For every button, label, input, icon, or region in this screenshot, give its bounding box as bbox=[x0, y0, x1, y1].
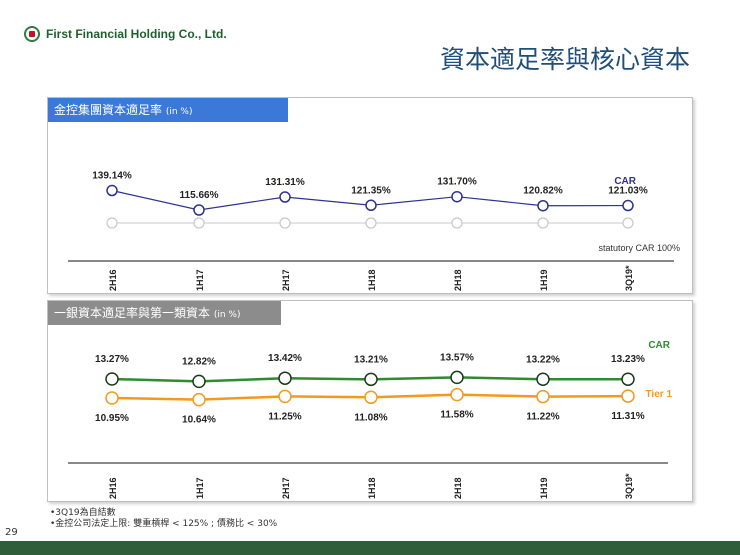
bottom-bar bbox=[0, 541, 740, 555]
car-point bbox=[537, 199, 549, 212]
car-data-label: 115.66% bbox=[180, 190, 219, 201]
car-point bbox=[621, 372, 635, 386]
tier1-data-label: 10.95% bbox=[95, 413, 129, 424]
car-point bbox=[193, 204, 205, 216]
page-title: 資本適足率與核心資本 bbox=[439, 45, 690, 74]
tier1-point bbox=[364, 390, 378, 405]
car-point bbox=[622, 199, 634, 212]
x-tick-label: 2H18 bbox=[453, 269, 463, 291]
car-point bbox=[536, 372, 550, 387]
car-data-label: 13.22% bbox=[526, 354, 560, 365]
car-data-label: 13.23% bbox=[611, 354, 645, 365]
statutory-point bbox=[106, 217, 118, 229]
statutory-point bbox=[537, 217, 549, 229]
car-data-label: 131.31% bbox=[265, 177, 305, 188]
car-data-label: 120.82% bbox=[523, 186, 563, 197]
statutory-point bbox=[622, 217, 634, 229]
x-tick-label: 2H16 bbox=[108, 269, 118, 291]
group-car-chart-title: 金控集團資本適足率 bbox=[54, 103, 163, 117]
car-point bbox=[278, 371, 292, 385]
x-tick-label: 1H17 bbox=[195, 269, 205, 291]
tier1-point bbox=[536, 389, 550, 404]
tier1-data-label: 10.64% bbox=[182, 415, 216, 426]
tier1-data-label: 11.25% bbox=[268, 411, 301, 422]
car-point bbox=[192, 374, 206, 389]
car-data-label: 139.14% bbox=[92, 171, 132, 182]
car-point bbox=[450, 370, 464, 385]
bank-car-chart-title: 一銀資本適足率與第一類資本 bbox=[54, 306, 211, 320]
logo-icon bbox=[24, 26, 40, 42]
statutory-point bbox=[451, 217, 463, 229]
car-point bbox=[451, 190, 463, 203]
footnotes: •3Q19為自結數 •金控公司法定上限: 雙重槓桿 < 125% ; 債務比 <… bbox=[50, 508, 277, 530]
statutory-point bbox=[365, 217, 377, 229]
tier1-data-label: 11.31% bbox=[611, 411, 644, 422]
bank-car-chart: 13.27% 12.82% 13.42% 13.21% 13.57% 13.22% 13.2… bbox=[68, 340, 673, 499]
x-tick-label: 1H19 bbox=[539, 477, 549, 499]
car-data-label: 121.35% bbox=[351, 185, 391, 196]
x-tick-label: 1H18 bbox=[367, 477, 377, 499]
car-point bbox=[279, 191, 291, 203]
statutory-point bbox=[193, 217, 205, 229]
x-tick-label: 3Q19* bbox=[624, 265, 634, 291]
car-data-label: 131.70% bbox=[437, 177, 477, 188]
car-point bbox=[105, 372, 119, 386]
x-tick-label: 2H16 bbox=[108, 477, 118, 499]
statutory-legend: statutory CAR 100% bbox=[598, 243, 680, 253]
car-legend: CAR bbox=[614, 176, 636, 187]
car-point bbox=[365, 199, 377, 212]
statutory-point bbox=[279, 217, 291, 229]
x-tick-label: 3Q19* bbox=[624, 473, 634, 499]
tier1-data-label: 11.22% bbox=[526, 412, 559, 423]
group-car-chart: 139.14% 115.66% 131.31% 121.35% 131.70% 120.8… bbox=[68, 171, 680, 291]
car-data-label: 13.57% bbox=[440, 352, 474, 363]
tier1-data-label: 11.08% bbox=[354, 412, 387, 423]
footnote-2: •金控公司法定上限: 雙重槓桿 < 125% ; 債務比 < 30% bbox=[50, 519, 278, 529]
x-tick-label: 2H17 bbox=[281, 269, 291, 291]
car-data-label: 12.82% bbox=[182, 356, 216, 367]
tier1-point bbox=[278, 389, 292, 404]
x-tick-label: 1H19 bbox=[539, 269, 549, 291]
bank-car-chart-label: 一銀資本適足率與第一類資本 (in %) bbox=[48, 301, 281, 325]
car-legend: CAR bbox=[648, 340, 670, 351]
tier1-data-label: 11.58% bbox=[440, 410, 473, 421]
company-logo: First Financial Holding Co., Ltd. bbox=[24, 26, 227, 42]
group-car-chart-label: 金控集團資本適足率 (in %) bbox=[48, 98, 288, 122]
group-car-chart-panel: 金控集團資本適足率 (in %) 139.14% 115.66% 131.31% 12… bbox=[47, 97, 693, 294]
tier1-point bbox=[450, 387, 464, 402]
bank-car-chart-unit: (in %) bbox=[213, 310, 241, 320]
car-point bbox=[364, 372, 378, 387]
tier1-point bbox=[621, 389, 635, 403]
page-number: 29 bbox=[5, 527, 18, 538]
car-data-label: 13.21% bbox=[354, 354, 388, 365]
tier1-legend: Tier 1 bbox=[646, 389, 673, 400]
tier1-point bbox=[105, 391, 119, 405]
car-data-label: 13.27% bbox=[95, 354, 129, 365]
bank-car-chart-panel: 一銀資本適足率與第一類資本 (in %) 13.27% 12.82% 13.42% 1… bbox=[47, 300, 693, 502]
car-point bbox=[106, 184, 118, 197]
car-data-label: 121.03% bbox=[608, 186, 648, 197]
car-data-label: 13.42% bbox=[268, 353, 302, 364]
tier1-point bbox=[192, 392, 206, 407]
x-tick-label: 1H17 bbox=[195, 477, 205, 499]
x-tick-label: 1H18 bbox=[367, 269, 377, 291]
x-tick-label: 2H18 bbox=[453, 477, 463, 499]
x-tick-label: 2H17 bbox=[281, 477, 291, 499]
footnote-1: •3Q19為自結數 bbox=[50, 508, 116, 518]
group-car-chart-unit: (in %) bbox=[165, 107, 193, 117]
company-name: First Financial Holding Co., Ltd. bbox=[46, 27, 227, 41]
